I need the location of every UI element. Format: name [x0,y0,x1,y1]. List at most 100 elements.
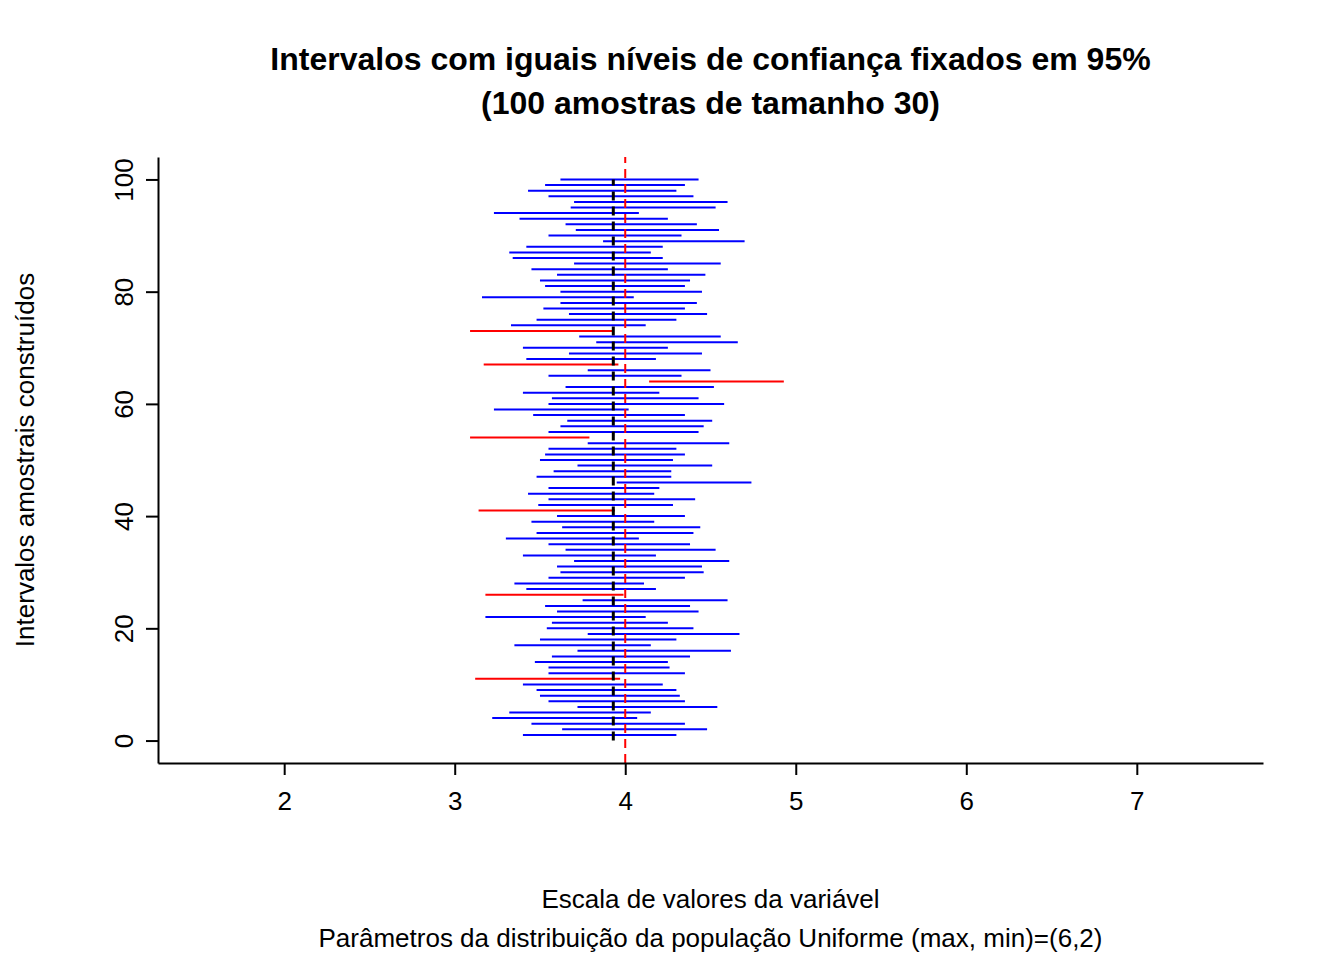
tick-label: 5 [789,786,803,816]
interval [526,588,656,590]
tick: 100 [109,158,158,201]
interval [537,532,694,534]
interval [479,510,615,512]
tick: 5 [789,763,803,816]
interval [549,195,694,197]
tick-label: 40 [109,502,139,531]
interval [549,672,685,674]
tick-label: 7 [1130,786,1144,816]
interval [566,223,697,225]
interval [528,190,676,192]
interval [649,380,784,382]
interval [506,538,639,540]
tick-label: 0 [109,734,139,748]
interval [549,667,670,669]
interval [603,240,745,242]
interval [588,369,711,371]
interval [549,403,725,405]
x-axis-subtitle: Parâmetros da distribuição da população … [319,923,1103,953]
title: Intervalos com iguais níveis de confianç… [270,41,1150,77]
interval [557,515,685,517]
tick-label: 100 [109,158,139,201]
chart: Intervalos com iguais níveis de confianç… [0,0,1344,960]
tick-mark [146,179,158,181]
titles: Intervalos com iguais níveis de confianç… [270,41,1150,121]
interval [569,313,707,315]
interval [571,207,716,209]
interval [540,695,680,697]
interval [577,465,712,467]
interval [560,302,696,304]
interval [492,717,637,719]
interval [574,560,729,562]
interval [549,431,699,433]
interval [577,650,730,652]
tick-mark [1136,763,1138,775]
interval [514,644,650,646]
tick: 0 [109,734,158,748]
tick-mark [146,628,158,630]
interval [549,375,682,377]
interval [523,683,663,685]
interval [494,409,629,411]
interval [523,392,659,394]
tick: 6 [960,763,974,816]
interval [567,420,712,422]
interval [549,235,682,237]
interval [509,712,651,714]
tick: 40 [109,502,158,531]
interval [562,526,700,528]
tick-label: 2 [277,786,291,816]
reference-line [624,157,626,763]
interval [560,178,698,180]
interval [574,263,721,265]
interval [579,336,721,338]
interval [537,689,677,691]
interval [485,594,623,596]
tick-mark [966,763,968,775]
interval [574,201,727,203]
interval [540,459,673,461]
interval [577,706,717,708]
interval [562,728,707,730]
tick: 2 [277,763,291,816]
tick-label: 4 [619,786,633,816]
interval [547,627,694,629]
interval [485,616,645,618]
interval [523,347,668,349]
tick: 3 [448,763,462,816]
interval [523,554,656,556]
interval [569,352,702,354]
interval [509,251,651,253]
axis-line [159,763,1264,765]
interval [543,308,685,310]
interval [470,330,613,332]
interval [535,661,668,663]
interval [549,577,685,579]
interval [545,453,685,455]
interval [566,549,716,551]
interval [540,279,690,281]
tick-mark [146,516,158,518]
interval [545,285,685,287]
interval [494,212,639,214]
tick-label: 20 [109,614,139,643]
interval [549,700,685,702]
interval [537,319,677,321]
interval [557,566,702,568]
y-axis: 020406080100 [109,158,158,764]
interval [557,274,705,276]
interval [470,437,589,439]
interval [545,605,690,607]
tick-mark [795,763,797,775]
interval [526,358,656,360]
interval [549,487,660,489]
interval [588,442,730,444]
interval [537,476,672,478]
tick-label: 60 [109,390,139,419]
interval [531,268,667,270]
tick-mark [284,763,286,775]
interval [552,622,668,624]
interval [531,521,654,523]
interval [549,543,691,545]
